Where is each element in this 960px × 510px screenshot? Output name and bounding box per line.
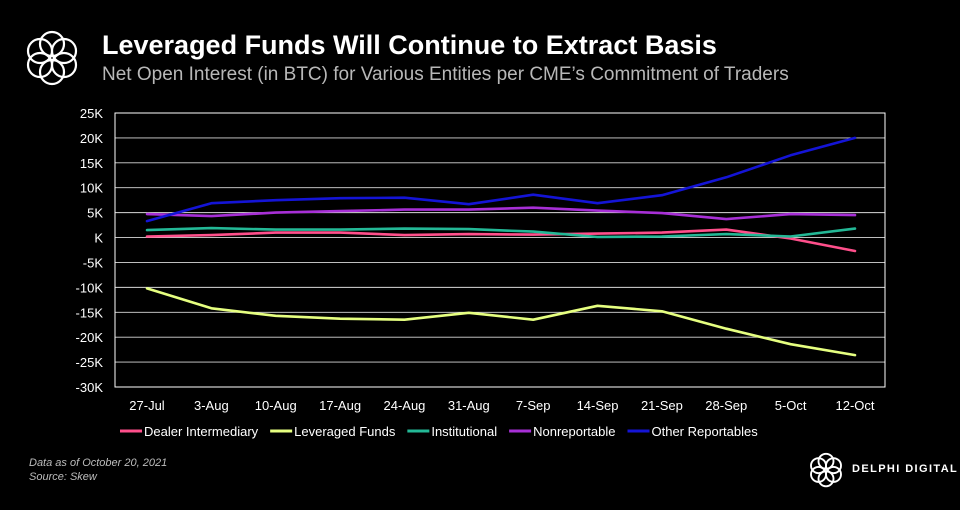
x-tick-label: 7-Sep (516, 398, 551, 413)
series-line-leveraged-funds (145, 287, 857, 357)
delphi-logo-icon (26, 30, 78, 86)
series-line-other-reportables (145, 136, 857, 223)
legend-label-nonreportable: Nonreportable (533, 424, 615, 439)
brand-name: DELPHI DIGITAL (852, 463, 959, 475)
series-line-nonreportable (145, 206, 857, 221)
y-tick-label: -30K (76, 380, 104, 395)
y-tick-label: 20K (80, 131, 103, 146)
legend-label-institutional: Institutional (431, 424, 497, 439)
x-tick-label: 10-Aug (255, 398, 297, 413)
delphi-brand-icon (810, 452, 842, 488)
data-date-note: Data as of October 20, 2021 (29, 457, 168, 469)
y-tick-label: -20K (76, 330, 104, 345)
x-tick-label: 17-Aug (319, 398, 361, 413)
plot-area (114, 112, 886, 388)
y-tick-label: 25K (80, 106, 103, 121)
legend-label-other-reportables: Other Reportables (652, 424, 759, 439)
x-tick-label: 28-Sep (705, 398, 747, 413)
chart-title: Leveraged Funds Will Continue to Extract… (102, 30, 717, 60)
y-tick-label: -10K (76, 280, 104, 295)
x-tick-label: 12-Oct (835, 398, 874, 413)
chart-subtitle: Net Open Interest (in BTC) for Various E… (102, 64, 789, 85)
series-line-dealer-intermediary (145, 228, 857, 253)
x-tick-label: 27-Jul (129, 398, 165, 413)
y-tick-label: -15K (76, 305, 104, 320)
y-tick-label: -5K (83, 255, 104, 270)
source-note: Source: Skew (29, 471, 97, 483)
legend-label-leveraged-funds: Leveraged Funds (294, 424, 396, 439)
x-tick-label: 5-Oct (775, 398, 807, 413)
x-tick-label: 31-Aug (448, 398, 490, 413)
x-tick-label: 24-Aug (383, 398, 425, 413)
x-tick-label: 14-Sep (577, 398, 619, 413)
y-tick-label: -25K (76, 355, 104, 370)
x-tick-label: 3-Aug (194, 398, 229, 413)
y-tick-label: 15K (80, 156, 103, 171)
legend-label-dealer-intermediary: Dealer Intermediary (144, 424, 259, 439)
x-tick-label: 21-Sep (641, 398, 683, 413)
y-tick-label: 10K (80, 181, 103, 196)
y-tick-label: 5K (87, 206, 103, 221)
y-tick-label: K (94, 231, 103, 246)
series-line-institutional (145, 226, 857, 239)
